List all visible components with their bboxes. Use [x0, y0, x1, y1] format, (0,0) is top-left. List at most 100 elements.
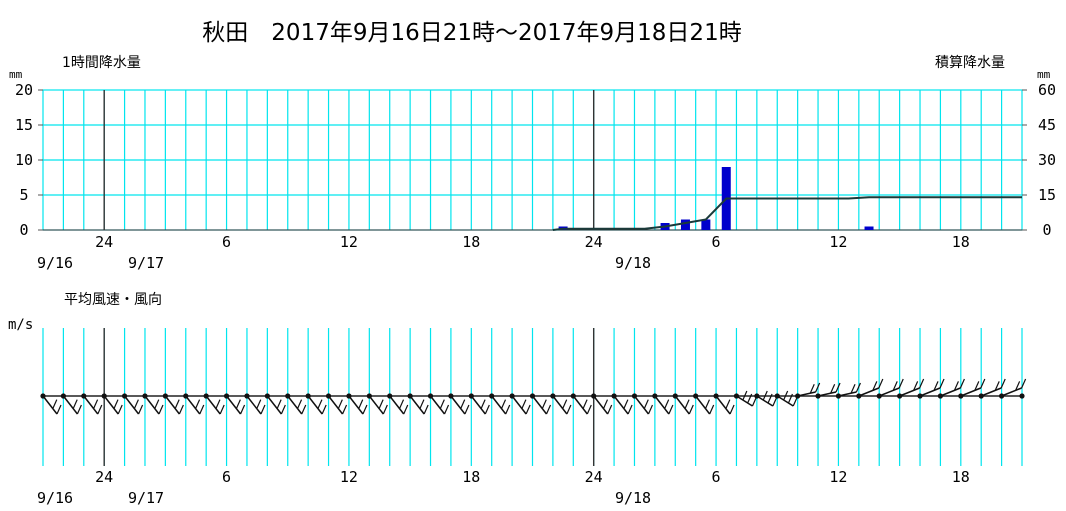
- precip-y-ticks: 20 15 10 5 0 60 45 30 15 0: [15, 81, 1056, 239]
- wind-barb-feather: [419, 399, 425, 409]
- wind-barb-shaft: [368, 395, 384, 415]
- wind-barb-feather: [830, 383, 836, 394]
- wind-barb-shaft: [797, 391, 816, 397]
- left-unit-label: mm: [9, 68, 23, 81]
- wind-barb-shaft: [62, 395, 78, 415]
- wind-barb-feather: [484, 404, 490, 415]
- wind-barb-feather: [174, 399, 180, 409]
- precip-x-tick-label: 12: [829, 233, 847, 251]
- wind-barb-feather: [586, 404, 592, 415]
- wind-barb-feather: [276, 399, 282, 409]
- precipitation-panel: 1時間降水量 積算降水量 mm mm 20 15 10 5 0 60 45 30 15 0 24 6…: [9, 55, 1056, 272]
- wind-barb-feather: [154, 399, 160, 409]
- wind-barb-feather: [974, 381, 980, 391]
- wind-barb-feather: [627, 404, 633, 415]
- wind-barb-feather: [93, 399, 99, 409]
- wind-barb-shaft: [776, 395, 794, 407]
- wind-barb-feather: [623, 399, 629, 409]
- wind-barb-shaft: [225, 395, 242, 415]
- wind-barb-feather: [337, 399, 343, 409]
- precip-date-label: 9/16: [37, 254, 73, 272]
- wind-barb-feather: [566, 404, 572, 415]
- wind-barb-shaft: [593, 395, 609, 415]
- wind-barb-feather: [113, 399, 119, 409]
- wind-barb-shaft: [307, 395, 323, 415]
- right-tick-label: 0: [1042, 221, 1051, 239]
- wind-barb-shaft: [450, 395, 466, 415]
- wind-barb-feather: [178, 404, 184, 415]
- wind-date-label: 9/16: [37, 489, 73, 507]
- wind-barb-feather: [704, 399, 711, 409]
- wind-x-tick-label: 6: [222, 468, 231, 486]
- wind-barb-feather: [709, 404, 715, 415]
- wind-barb-feather: [850, 383, 856, 394]
- wind-barb-feather: [158, 404, 164, 415]
- wind-barb-shaft: [83, 395, 99, 415]
- wind-barb-shaft: [736, 395, 753, 407]
- wind-barb-feather: [762, 390, 768, 401]
- wind-barb-feather: [215, 399, 221, 409]
- wind-barb-shaft: [858, 387, 880, 397]
- wind-barb-feather: [505, 404, 511, 415]
- left-tick-label: 5: [19, 186, 28, 204]
- wind-barb-feather: [855, 382, 861, 393]
- precip-x-ticks: 24 6 12 18 24 6 12 18 9/16 9/17 9/18: [37, 233, 970, 272]
- precip-bar: [701, 219, 711, 230]
- wind-barb-shaft: [205, 395, 221, 415]
- wind-x-tick-label: 24: [95, 468, 113, 486]
- right-tick-label: 15: [1038, 186, 1056, 204]
- wind-barb-feather: [582, 399, 588, 409]
- wind-barb-feather: [872, 381, 878, 391]
- precip-x-tick-label: 18: [952, 233, 970, 251]
- wind-x-ticks: 24 6 12 18 24 6 12 18 9/16 9/17 9/18: [37, 468, 970, 507]
- chart-title: 秋田 2017年9月16日21時～2017年9月18日21時: [202, 20, 741, 46]
- wind-barb-shaft: [1001, 387, 1022, 397]
- wind-barb-feather: [562, 399, 568, 409]
- wind-barb-shaft: [940, 387, 961, 397]
- wind-barb-feather: [341, 404, 348, 415]
- precip-date-label: 9/18: [615, 254, 651, 272]
- wind-barb-feather: [742, 390, 748, 401]
- wind-panel: m/s 平均風速・風向 24 6 12 18 24 6 12 18 9/16 9/17 9/18: [8, 292, 1027, 507]
- precip-x-tick-label: 6: [712, 233, 721, 251]
- wind-barb-shaft: [674, 395, 690, 415]
- wind-barb-feather: [301, 404, 307, 415]
- wind-barb-feather: [787, 393, 793, 404]
- left-tick-label: 15: [15, 116, 33, 134]
- wind-barb-shaft: [246, 395, 262, 415]
- wind-barb-feather: [668, 404, 674, 415]
- wind-barb-feather: [809, 383, 815, 394]
- wind-barb-feather: [913, 381, 919, 391]
- wind-x-tick-label: 24: [585, 468, 603, 486]
- wind-barb-feather: [1015, 381, 1021, 391]
- wind-barb-feather: [602, 399, 609, 409]
- wind-x-tick-label: 12: [340, 468, 358, 486]
- wind-barb-feather: [240, 404, 246, 415]
- wind-barb-shaft: [429, 395, 446, 415]
- hourly-precip-label: 1時間降水量: [62, 55, 141, 71]
- wind-barb-feather: [647, 404, 654, 415]
- precip-x-tick-label: 6: [222, 233, 231, 251]
- wind-barbs: [40, 378, 1027, 415]
- wind-barb-shaft: [348, 395, 364, 415]
- precip-x-tick-label: 12: [340, 233, 358, 251]
- wind-barb-feather: [994, 381, 1000, 391]
- precip-date-label: 9/17: [128, 254, 164, 272]
- wind-barb-feather: [56, 404, 62, 415]
- wind-barb-shaft: [470, 395, 486, 415]
- wind-barb-feather: [919, 378, 925, 389]
- wind-barb-shaft: [185, 395, 201, 415]
- wind-barb-feather: [1021, 378, 1027, 389]
- wind-barb-feather: [460, 399, 466, 409]
- wind-barb-feather: [138, 404, 144, 415]
- precip-x-tick-label: 24: [585, 233, 603, 251]
- precip-grid: [42, 89, 1023, 231]
- wind-date-label: 9/18: [615, 489, 651, 507]
- wind-barb-shaft: [552, 395, 568, 415]
- wind-barb-feather: [423, 404, 429, 415]
- wind-barb-shaft: [878, 387, 900, 397]
- wind-barb-shaft: [164, 395, 180, 415]
- wind-barb-feather: [72, 399, 78, 409]
- wind-x-tick-label: 18: [462, 468, 480, 486]
- wind-barb-feather: [729, 404, 735, 415]
